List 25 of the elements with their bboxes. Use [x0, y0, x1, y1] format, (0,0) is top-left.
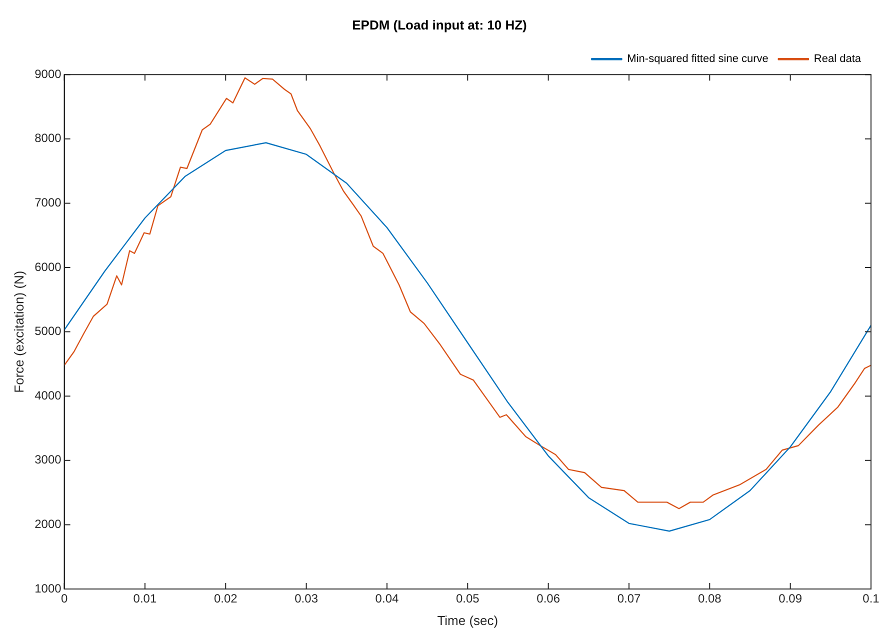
- x-tick-label: 0.02: [214, 592, 238, 606]
- legend-label: Real data: [814, 53, 862, 66]
- x-tick-label: 0.05: [456, 592, 480, 606]
- x-tick-label: 0.06: [536, 592, 560, 606]
- legend-label: Min-squared fitted sine curve: [627, 53, 768, 66]
- y-tick-label: 2000: [34, 517, 62, 532]
- x-tick-label: 0.08: [698, 592, 722, 606]
- x-axis-title: Time (sec): [437, 612, 498, 628]
- y-tick-label: 9000: [34, 66, 62, 81]
- y-tick-label: 8000: [34, 131, 62, 146]
- chart-title: EPDM (Load input at: 10 HZ): [352, 17, 527, 32]
- x-tick-label: 0.01: [133, 592, 157, 606]
- y-tick-label: 5000: [34, 324, 62, 338]
- y-axis-title: Force (excitation) (N): [11, 270, 26, 393]
- x-tick-label: 0.07: [617, 592, 641, 606]
- y-tick-label: 6000: [34, 260, 62, 274]
- x-tick-label: 0.1: [862, 592, 880, 606]
- x-tick-label: 0: [60, 592, 68, 606]
- y-tick-label: 3000: [34, 452, 62, 467]
- y-tick-label: 4000: [34, 388, 62, 402]
- x-tick-label: 0.04: [375, 592, 399, 606]
- y-tick-label: 7000: [34, 196, 62, 210]
- x-tick-label: 0.03: [294, 592, 318, 606]
- x-tick-label: 0.09: [778, 592, 802, 606]
- y-tick-label: 1000: [34, 581, 62, 596]
